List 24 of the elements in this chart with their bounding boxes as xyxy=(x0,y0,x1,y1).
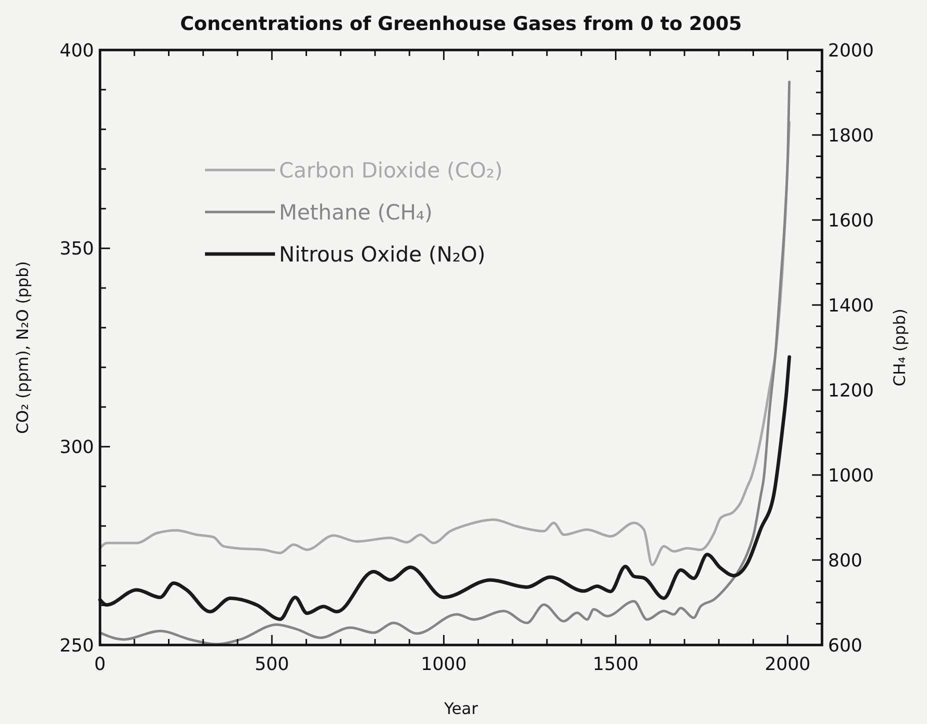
legend-label: Nitrous Oxide (N₂O) xyxy=(279,242,486,266)
x-tick-label: 2000 xyxy=(764,654,811,675)
y2-tick-label: 800 xyxy=(828,550,862,572)
x-tick-label: 0 xyxy=(94,654,106,675)
chart-title: Concentrations of Greenhouse Gases from 0 to 2005 xyxy=(180,13,742,35)
y-tick-label: 300 xyxy=(60,436,94,458)
legend-label: Methane (CH₄) xyxy=(279,200,433,224)
x-axis-title: Year xyxy=(443,699,478,718)
y2-tick-label: 600 xyxy=(828,635,862,656)
y2-axis-title: CH₄ (ppb) xyxy=(890,308,909,386)
y-tick-label: 350 xyxy=(60,238,94,260)
y2-tick-label: 1800 xyxy=(828,125,874,146)
x-tick-label: 500 xyxy=(254,654,290,675)
x-tick-label: 1500 xyxy=(592,654,639,675)
y-axis-title: CO₂ (ppm), N₂O (ppb) xyxy=(13,261,32,434)
legend-label: Carbon Dioxide (CO₂) xyxy=(279,158,503,182)
y2-tick-label: 1200 xyxy=(828,380,874,402)
y-tick-label: 250 xyxy=(60,635,94,656)
y-tick-label: 400 xyxy=(60,40,94,62)
y2-tick-label: 1400 xyxy=(828,295,874,316)
y2-tick-label: 2000 xyxy=(828,40,874,62)
y2-tick-label: 1600 xyxy=(828,210,874,232)
x-tick-label: 1000 xyxy=(420,654,467,675)
y2-tick-label: 1000 xyxy=(828,465,874,486)
